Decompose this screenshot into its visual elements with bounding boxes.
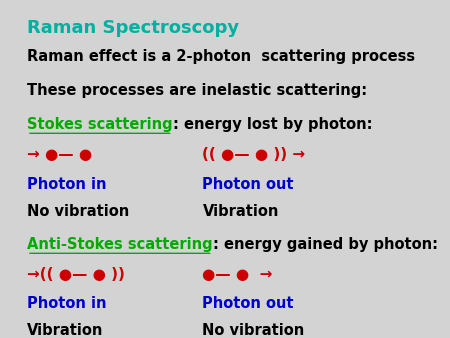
Text: : energy lost by photon:: : energy lost by photon: (173, 117, 372, 131)
Text: Raman effect is a 2-photon  scattering process: Raman effect is a 2-photon scattering pr… (27, 49, 415, 64)
Text: →(( ●— ● )): →(( ●— ● )) (27, 267, 125, 282)
Text: Raman Spectroscopy: Raman Spectroscopy (27, 19, 239, 37)
Text: No vibration: No vibration (202, 323, 305, 338)
Text: These processes are inelastic scattering:: These processes are inelastic scattering… (27, 83, 367, 98)
Text: ●— ●  →: ●— ● → (202, 267, 273, 282)
Text: Vibration: Vibration (27, 323, 104, 338)
Text: Photon in: Photon in (27, 177, 107, 192)
Text: Photon out: Photon out (202, 177, 294, 192)
Text: Stokes scattering: Stokes scattering (27, 117, 173, 131)
Text: Vibration: Vibration (202, 204, 279, 219)
Text: Photon out: Photon out (202, 296, 294, 311)
Text: (( ●— ● )) →: (( ●— ● )) → (202, 147, 306, 162)
Text: : energy gained by photon:: : energy gained by photon: (212, 237, 437, 251)
Text: Photon in: Photon in (27, 296, 107, 311)
Text: → ●— ●: → ●— ● (27, 147, 92, 162)
Text: Anti-Stokes scattering: Anti-Stokes scattering (27, 237, 212, 251)
Text: No vibration: No vibration (27, 204, 129, 219)
